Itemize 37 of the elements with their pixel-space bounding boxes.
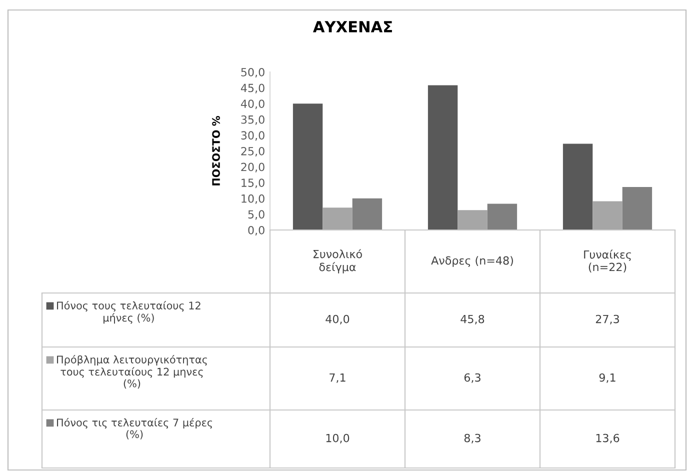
y-tick-label: 50,0: [241, 68, 264, 78]
y-tick-label: 35,0: [241, 115, 264, 125]
y-axis-title: ΠΟΣΟΣΤΟ %: [212, 116, 220, 186]
bar: [622, 187, 652, 230]
y-tick-label: 0,0: [248, 226, 264, 236]
legend-label: Πόνος τους τελευταίους 12 μήνες (%): [57, 301, 200, 324]
y-tick-label: 25,0: [241, 146, 264, 157]
bar: [322, 208, 352, 230]
data-label: 27,3: [596, 314, 619, 324]
x-tick-label: Γυναίκες (n=22): [584, 250, 631, 272]
data-label: 9,1: [599, 373, 616, 383]
data-label: 10,0: [326, 434, 350, 444]
bar: [562, 144, 593, 230]
x-tick-label: Συνολικό δείγμα: [314, 249, 362, 274]
data-label: 40,0: [326, 314, 350, 324]
y-tick-label: 20,0: [241, 162, 264, 172]
data-label: 7,1: [330, 373, 346, 383]
bar: [487, 204, 518, 230]
data-label: 13,6: [596, 434, 620, 444]
y-tick-label: 40,0: [240, 100, 264, 110]
data-label: 45,8: [460, 314, 484, 324]
bar: [458, 210, 488, 230]
legend-label: Πόνος τις τελευταίες 7 μέρες (%): [57, 418, 212, 440]
bar: [428, 85, 458, 230]
chart-title: ΑΥΧΕΝΑΣ: [313, 21, 392, 32]
data-label: 8,3: [464, 434, 480, 444]
bar: [592, 201, 622, 230]
legend-label: Πρόβλημα λειτουργικότητας τους τελευταίους 12 μηνες (%): [57, 355, 207, 389]
bar: [292, 104, 323, 230]
y-tick-label: 45,0: [240, 84, 264, 94]
y-tick-label: 30,0: [241, 131, 264, 141]
y-tick-label: 5,0: [248, 210, 264, 220]
bar: [352, 198, 382, 230]
data-label: 6,3: [464, 373, 480, 383]
y-tick-label: 10,0: [242, 194, 264, 204]
y-tick-label: 15,0: [242, 178, 264, 188]
x-tick-label: Ανδρες (n=48): [431, 256, 513, 267]
